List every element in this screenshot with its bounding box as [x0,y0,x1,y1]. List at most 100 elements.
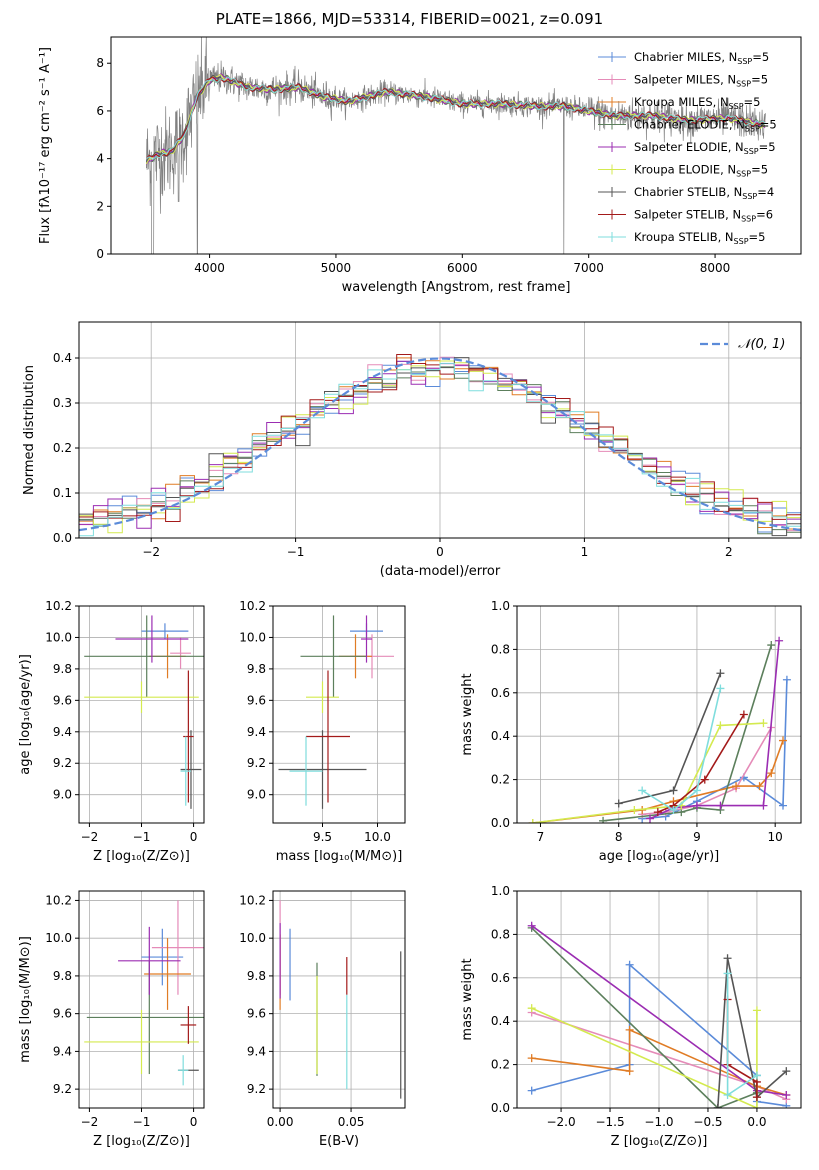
x-tick-label: 0.00 [267,1115,294,1129]
series-marker-chabrier-elodie [599,816,608,823]
x-axis-label: mass [log₁₀(M/M⊙)] [276,849,403,864]
legend-label: Salpeter STELIB, N [634,208,741,222]
y-tick-label: 0.2 [53,441,72,455]
series-line-chabrier-elodie [531,927,758,1108]
axes-spectrum: 4000 5000 6000 7000 8000 0 2 4 6 8 wavelength [Ang… [38,37,766,295]
x-tick-label: 9.5 [313,830,332,844]
y-tick-label: 9.6 [247,1007,266,1021]
normal-curve [79,357,801,532]
series-marker-chabrier-miles [779,801,788,810]
series-marker-chabrier-stelib [716,669,725,678]
series-marker-chabrier-miles [625,960,634,969]
model-spectrum-line-kroupa-stelib [146,76,766,160]
x-tick-label: −2.0 [546,1115,575,1129]
series-marker-kroupa-stelib [723,969,732,978]
figure-title-holder: PLATE=1866, MJD=53314, FIBERID=0021, z=0… [0,10,819,28]
y-tick-label: 9.8 [53,969,72,983]
legend-label: Chabrier ELODIE, N [634,118,745,132]
x-tick-label: −0.5 [693,1115,722,1129]
series-marker-kroupa-elodie [528,819,537,823]
series-marker-kroupa-miles [625,1025,634,1034]
x-tick-label: 2 [725,545,733,559]
y-tick-label: 6 [96,104,104,118]
series-marker-kroupa-elodie [630,805,639,814]
y-axis-label: Flux [fλ10⁻¹⁷ erg cm⁻² s⁻¹ A⁻¹] [38,47,53,244]
legend-subscript: SSP [729,102,744,111]
series-marker-chabrier-stelib [713,1104,722,1108]
legend-entry: Salpeter MILES, NSSP=5 [634,73,768,89]
legend-suffix: =5 [744,95,761,109]
series-marker-kroupa-miles [527,1054,536,1063]
y-tick-label: 10.0 [239,931,266,945]
y-axis-label: mass [log₁₀(M/M⊙)] [18,936,33,1063]
age-vs-z-points [84,615,204,809]
legend-entry: Kroupa ELODIE, NSSP=5 [634,163,768,179]
x-axis-label: age [log₁₀(age/yr)] [599,849,720,864]
spectrum-lines [145,37,766,254]
x-tick-label: −1.5 [595,1115,624,1129]
x-tick-label: 8 [615,830,623,844]
y-tick-label: 9.4 [247,1044,266,1058]
series-marker-salpeter-elodie [646,814,655,823]
y-tick-label: 0.8 [491,642,510,656]
series-marker-kroupa-stelib [723,1090,732,1099]
series-marker-kroupa-elodie [527,1004,536,1013]
series-marker-salpeter-elodie [527,921,536,930]
series-marker-salpeter-elodie [716,801,725,810]
y-tick-label: 0.0 [491,1101,510,1115]
series-marker-salpeter-stelib [739,710,748,719]
x-tick-label: 0.05 [338,1115,365,1129]
x-axis-label: Z [log₁₀(Z/Z⊙)] [93,1134,190,1149]
series-marker-chabrier-miles [527,1086,536,1095]
x-axis-label: (data-model)/error [380,564,501,579]
series-marker-kroupa-miles [779,736,788,745]
axes-mass-weight-vs-z: −2.0 −1.5 −1.0 −0.5 0.0 0.0 0.2 0.4 0.6 0.8 1.0 Z [… [460,884,801,1149]
legend-label: Kroupa STELIB, N [634,230,734,244]
series-marker-kroupa-elodie [752,1006,761,1015]
x-axis-label: E(B-V) [319,1134,359,1149]
y-tick-label: 9.2 [53,756,72,770]
y-tick-label: 9.2 [247,756,266,770]
y-tick-label: 0.3 [53,396,72,410]
mass-weight-vs-z-series [527,921,791,1108]
x-tick-label: 0 [190,830,198,844]
x-tick-label: 5000 [321,261,352,275]
legend-suffix: =5 [751,73,768,87]
x-tick-label: 9 [693,830,701,844]
legend-subscript: SSP [737,57,752,66]
age-vs-z-frame [78,605,205,824]
legend-entry: Kroupa STELIB, NSSP=5 [634,230,765,246]
age-vs-mass-points [278,615,394,809]
series-marker-kroupa-miles [732,782,741,791]
y-tick-label: 2 [96,199,104,213]
legend-subscript: SSP [745,125,760,134]
y-tick-label: 0.1 [53,486,72,500]
axes-residuals: −2 −1 0 1 2 0.0 0.1 0.2 0.3 0.4 (data-model)/error… [22,322,801,579]
y-tick-label: 9.4 [53,725,72,739]
series-marker-salpeter-stelib [752,1093,761,1102]
x-tick-label: 8000 [700,261,731,275]
x-tick-label: 7000 [573,261,604,275]
mass-weight-vs-z-frame [516,890,802,1109]
series-marker-salpeter-elodie [692,801,701,810]
mass-weight-vs-age-series [528,636,791,823]
y-tick-label: 9.8 [247,969,266,983]
legend-label: Kroupa MILES, N [634,95,729,109]
x-tick-label: 1 [581,545,589,559]
series-marker-kroupa-stelib [752,1071,761,1080]
series-marker-chabrier-stelib [723,954,732,963]
y-tick-label: 8 [96,56,104,70]
legend-label: Chabrier MILES, N [634,50,737,64]
y-tick-label: 9.8 [53,662,72,676]
y-tick-label: 9.6 [53,693,72,707]
x-tick-label: 0 [190,1115,198,1129]
y-tick-label: 9.6 [247,693,266,707]
y-tick-label: 0.4 [53,351,72,365]
legend-label: Salpeter ELODIE, N [634,140,744,154]
series-marker-kroupa-elodie [752,1104,761,1108]
series-marker-kroupa-elodie [759,719,768,728]
series-marker-chabrier-stelib [782,1067,791,1076]
legend-entry: Salpeter ELODIE, NSSP=5 [634,140,776,156]
legend-entry: Chabrier STELIB, NSSP=4 [634,185,774,201]
